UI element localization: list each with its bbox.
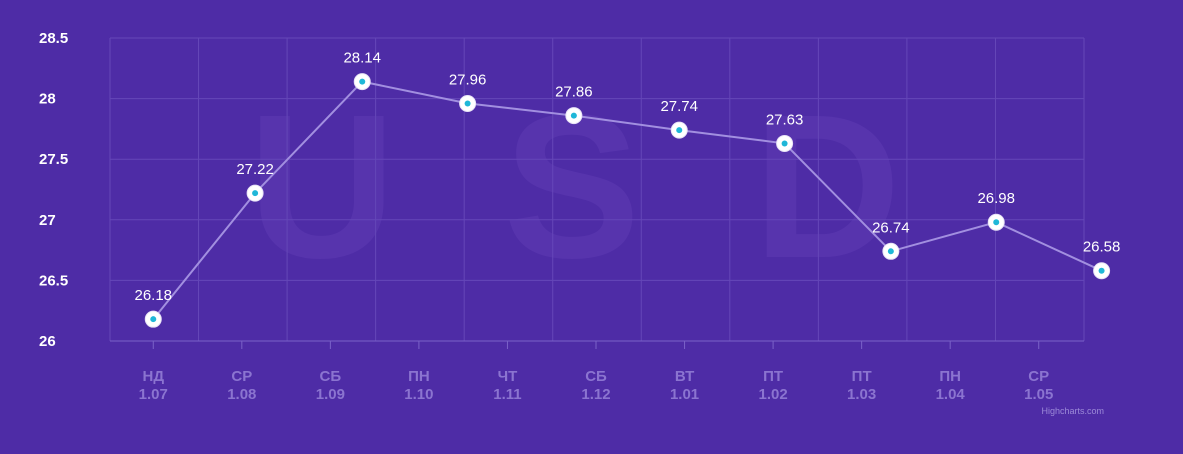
x-tick-label: СБ 1.12 <box>581 368 610 403</box>
series-line <box>152 80 1103 320</box>
x-tick-label: НД 1.07 <box>139 368 168 403</box>
y-tick-label: 28 <box>39 91 56 108</box>
data-point-marker-center <box>464 100 471 107</box>
x-tick-label: ЧТ 1.11 <box>493 368 521 403</box>
watermark-letter: U <box>248 72 396 301</box>
data-point-marker-center <box>570 112 577 119</box>
y-tick-label: 27 <box>39 212 56 229</box>
x-tick-label: ПН 1.10 <box>404 368 433 403</box>
y-tick-label: 26.5 <box>39 272 68 289</box>
data-point-marker-center <box>1098 267 1105 274</box>
data-label: 27.22 <box>236 161 274 178</box>
x-tick-label: ВТ 1.01 <box>670 368 699 403</box>
x-tick-label: СР 1.05 <box>1024 368 1053 403</box>
series-path <box>152 80 1103 320</box>
x-axis: НД 1.07 СР 1.08 СБ 1.09 ПН 1.10 ЧТ 1.11 СБ 1.12 ВТ 1.… <box>139 341 1053 403</box>
x-tick-label: ПТ 1.02 <box>758 368 787 403</box>
x-tick-label: СР 1.08 <box>227 368 256 403</box>
y-axis: 26 26.5 27 27.5 28 28.5 <box>39 30 68 350</box>
series-markers <box>144 73 1111 328</box>
x-tick-label: ПН 1.04 <box>936 368 966 403</box>
data-point-marker-center <box>252 190 259 197</box>
data-point-marker-center <box>887 248 894 255</box>
data-label: 27.86 <box>555 84 593 101</box>
x-tick-label: СБ 1.09 <box>316 368 345 403</box>
data-labels: 26.18 27.22 28.14 27.96 27.86 27.74 27.63 26.74… <box>134 50 1120 305</box>
data-label: 26.74 <box>872 219 910 236</box>
data-point-marker-center <box>359 78 366 85</box>
y-tick-label: 28.5 <box>39 30 68 47</box>
watermark-letter: S <box>504 72 641 301</box>
y-tick-label: 27.5 <box>39 151 68 168</box>
chart-credit[interactable]: Highcharts.com <box>1041 406 1104 416</box>
chart-grid <box>109 37 1085 342</box>
data-label: 26.98 <box>977 190 1015 207</box>
y-tick-label: 26 <box>39 333 56 350</box>
data-point-marker-center <box>150 316 157 323</box>
data-label: 27.63 <box>766 111 804 128</box>
x-tick-label: ПТ 1.03 <box>847 368 876 403</box>
data-label: 26.58 <box>1083 239 1121 256</box>
data-label: 26.18 <box>134 287 172 304</box>
data-point-marker-center <box>781 140 788 147</box>
data-point-marker-center <box>993 219 1000 226</box>
data-point-marker-center <box>676 127 683 134</box>
data-label: 27.74 <box>660 98 698 115</box>
data-label: 27.96 <box>449 71 487 88</box>
data-label: 28.14 <box>343 50 381 67</box>
